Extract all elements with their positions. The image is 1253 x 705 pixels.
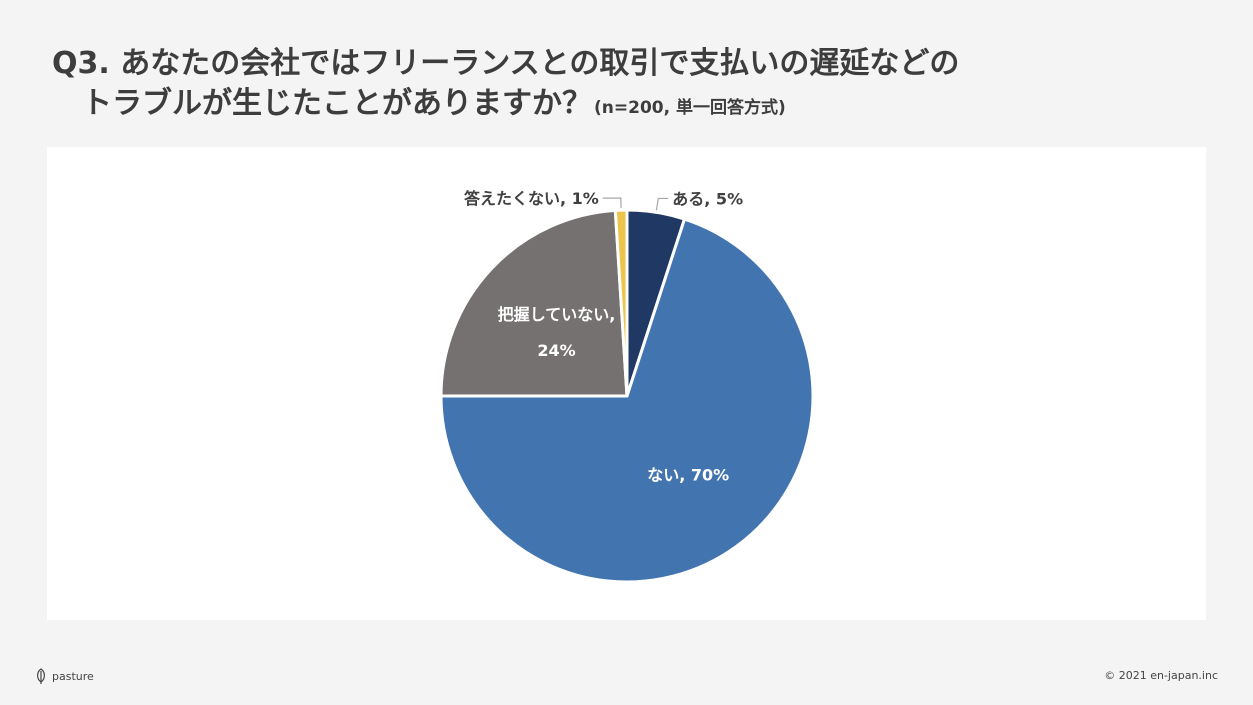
- leaf-icon: [37, 668, 45, 684]
- slice-label-3: 答えたくない, 1%: [464, 189, 599, 208]
- pie-slice-3: [613, 208, 629, 398]
- slice-label-0: ある, 5%: [672, 189, 743, 208]
- title-line-1: Q3. あなたの会社ではフリーランスとの取引で支払いの遅延などの: [52, 46, 960, 81]
- title-note: (n=200, 単一回答方式): [594, 98, 786, 118]
- pie-chart: ある, 5% ない, 70% 把握していない, 24% 答えたくない, 1%: [439, 189, 815, 584]
- leader-line-0: [655, 197, 669, 211]
- leader-line-3: [602, 197, 622, 209]
- chart-title: Q3. あなたの会社ではフリーランスとの取引で支払いの遅延などの トラブルが生じ…: [52, 44, 1202, 128]
- chart-panel: ある, 5% ない, 70% 把握していない, 24% 答えたくない, 1%: [47, 147, 1206, 620]
- pie-slice-1: [439, 217, 815, 584]
- slice-label-2-line1: 把握していない,: [498, 305, 616, 324]
- title-question: トラブルが生じたことがありますか？: [82, 86, 592, 121]
- slice-label-1: ない, 70%: [647, 465, 729, 484]
- pie-slice-2: [439, 208, 629, 398]
- title-line-2: トラブルが生じたことがありますか？ (n=200, 単一回答方式): [82, 84, 1202, 128]
- pasture-logo: pasture: [35, 667, 94, 685]
- copyright: © 2021 en-japan.inc: [1104, 669, 1218, 682]
- logo-text: pasture: [52, 669, 94, 683]
- slice-label-2-line2: 24%: [537, 341, 575, 360]
